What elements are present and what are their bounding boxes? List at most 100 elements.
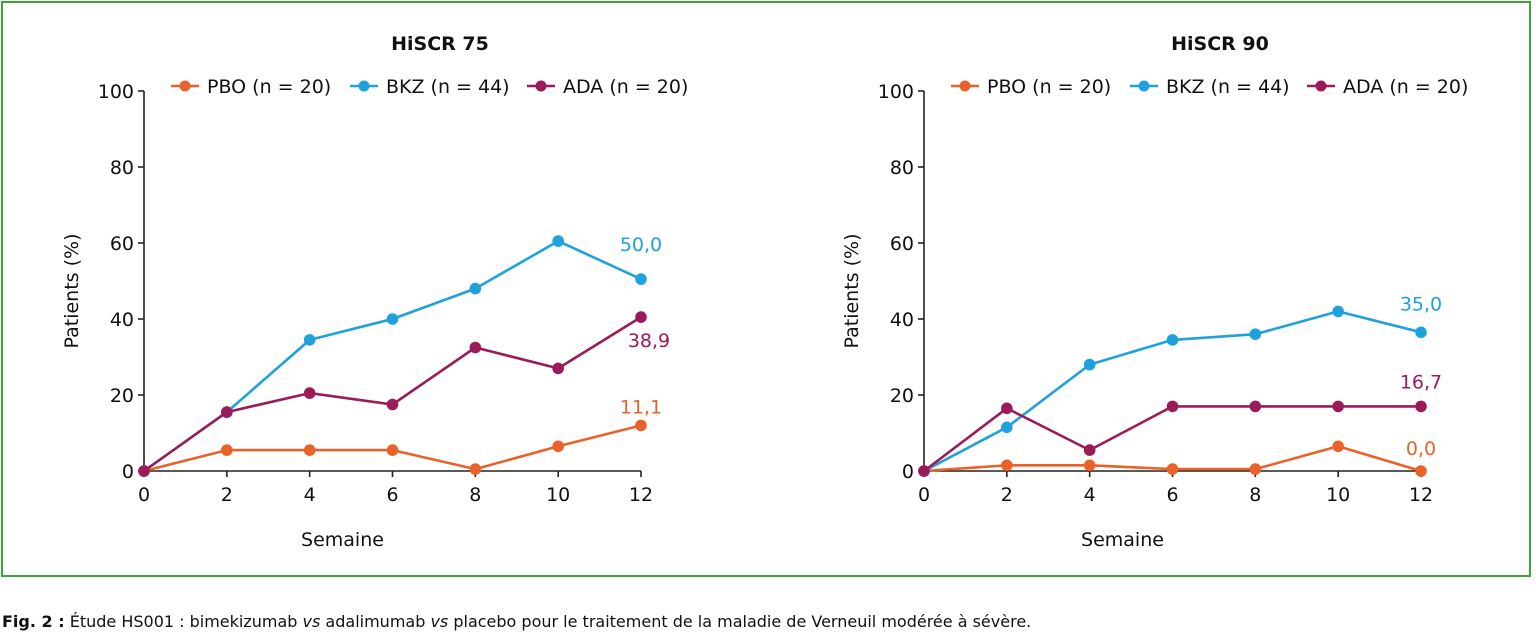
legend-marker [358,80,370,92]
data-point [303,444,316,456]
charts-canvas: HiSCR 75 0 20 40 60 80 100 0 2 4 6 8 10 12 Semaine Pati… [61,33,1468,551]
data-point [221,406,233,418]
data-point [303,387,316,399]
series-line [923,405,1421,473]
y-tick-label: 20 [890,385,914,407]
data-point [386,444,399,456]
data-point [1166,463,1179,475]
x-axis-label: Semaine [1081,529,1164,551]
caption-lead: Fig. 2 : [2,612,65,631]
series-line [143,239,642,473]
legend-label: PBO (n = 20) [987,76,1111,98]
end-value-label: 50,0 [620,234,662,256]
data-point [1415,326,1427,339]
legend-marker [959,80,971,92]
data-point [1332,400,1344,413]
y-tick-label: 60 [890,233,914,255]
legend-marker [1138,80,1150,92]
legend-item: PBO (n = 20) [171,76,331,98]
legend-label: ADA (n = 20) [563,76,688,98]
caption-vs-1: vs [302,612,321,631]
chart-title: HiSCR 75 [391,33,489,55]
x-tick-label: 4 [304,484,316,506]
data-point [552,235,564,247]
y-tick-label: 100 [98,81,134,103]
data-point [635,419,647,432]
data-point [303,334,316,346]
data-point [1083,358,1096,371]
x-tick-label: 6 [386,484,398,506]
x-tick-label: 12 [1409,484,1433,506]
data-point [1001,459,1013,472]
end-value-label: 0,0 [1406,438,1436,460]
series-2: 38,9 [138,311,670,477]
x-tick-label: 4 [1084,484,1096,506]
legend-marker [1315,80,1327,92]
data-point [1001,402,1013,415]
series-0: 11,1 [138,396,662,477]
x-tick-label: 10 [546,484,570,506]
y-tick-label: 60 [110,233,134,255]
legend-item: ADA (n = 20) [1307,76,1468,98]
x-tick-label: 8 [469,484,481,506]
x-tick-label: 12 [629,484,653,506]
data-point [386,398,399,411]
end-value-label: 38,9 [628,330,670,352]
legend-item: PBO (n = 20) [951,76,1111,98]
end-value-label: 11,1 [620,396,662,418]
data-point [1001,421,1013,434]
series-2: 16,7 [918,371,1442,477]
end-value-label: 35,0 [1400,293,1442,315]
legend-label: BKZ (n = 44) [386,76,510,98]
legend-label: BKZ (n = 44) [1166,76,1290,98]
chart-title: HiSCR 90 [1171,33,1269,55]
data-point [1249,400,1262,413]
caption-part3: placebo pour le traitement de la maladie… [448,612,1032,631]
x-tick-label: 8 [1249,484,1261,506]
series-1: 35,0 [918,293,1442,477]
data-point [1083,459,1096,472]
caption-part1: Étude HS001 : bimekizumab [64,612,303,631]
figure-frame [1,1,1531,577]
y-tick-label: 80 [890,157,914,179]
chart-panel-2: HiSCR 90 0 20 40 60 80 100 0 2 4 6 8 10 12 Semaine Pati… [841,33,1468,551]
figure-caption: Fig. 2 : Étude HS001 : bimekizumab vs ad… [2,612,1031,631]
data-point [635,311,647,323]
data-point [469,341,482,354]
chart-panel-1: HiSCR 75 0 20 40 60 80 100 0 2 4 6 8 10 12 Semaine Pati… [61,33,688,551]
legend-label: ADA (n = 20) [1343,76,1468,98]
data-point [1249,463,1262,475]
data-point [1249,328,1262,341]
data-point [1332,440,1344,453]
data-point [918,465,930,477]
data-point [138,465,150,477]
y-axis-label: Patients (%) [61,234,83,349]
y-tick-label: 40 [110,309,134,331]
caption-part2: adalimumab [320,612,431,631]
data-point [469,282,482,295]
legend-item: BKZ (n = 44) [1130,76,1290,98]
data-point [635,273,647,285]
legend-marker [535,80,547,92]
y-tick-label: 20 [110,385,134,407]
x-tick-label: 0 [918,484,930,506]
y-tick-label: 40 [890,309,914,331]
legend-item: ADA (n = 20) [527,76,688,98]
data-point [386,313,399,325]
y-tick-label: 0 [902,461,914,483]
x-tick-label: 6 [1166,484,1178,506]
data-point [552,440,564,453]
data-point [1083,444,1096,456]
data-point [1415,400,1427,413]
legend-marker [179,80,191,92]
caption-vs-2: vs [430,612,449,631]
data-point [1166,334,1179,346]
y-axis-label: Patients (%) [841,234,863,349]
data-point [1415,465,1427,477]
legend-label: PBO (n = 20) [207,76,331,98]
x-tick-label: 2 [1001,484,1013,506]
data-point [552,362,564,375]
data-point [469,463,482,475]
end-value-label: 16,7 [1400,371,1442,393]
data-point [1166,400,1179,413]
